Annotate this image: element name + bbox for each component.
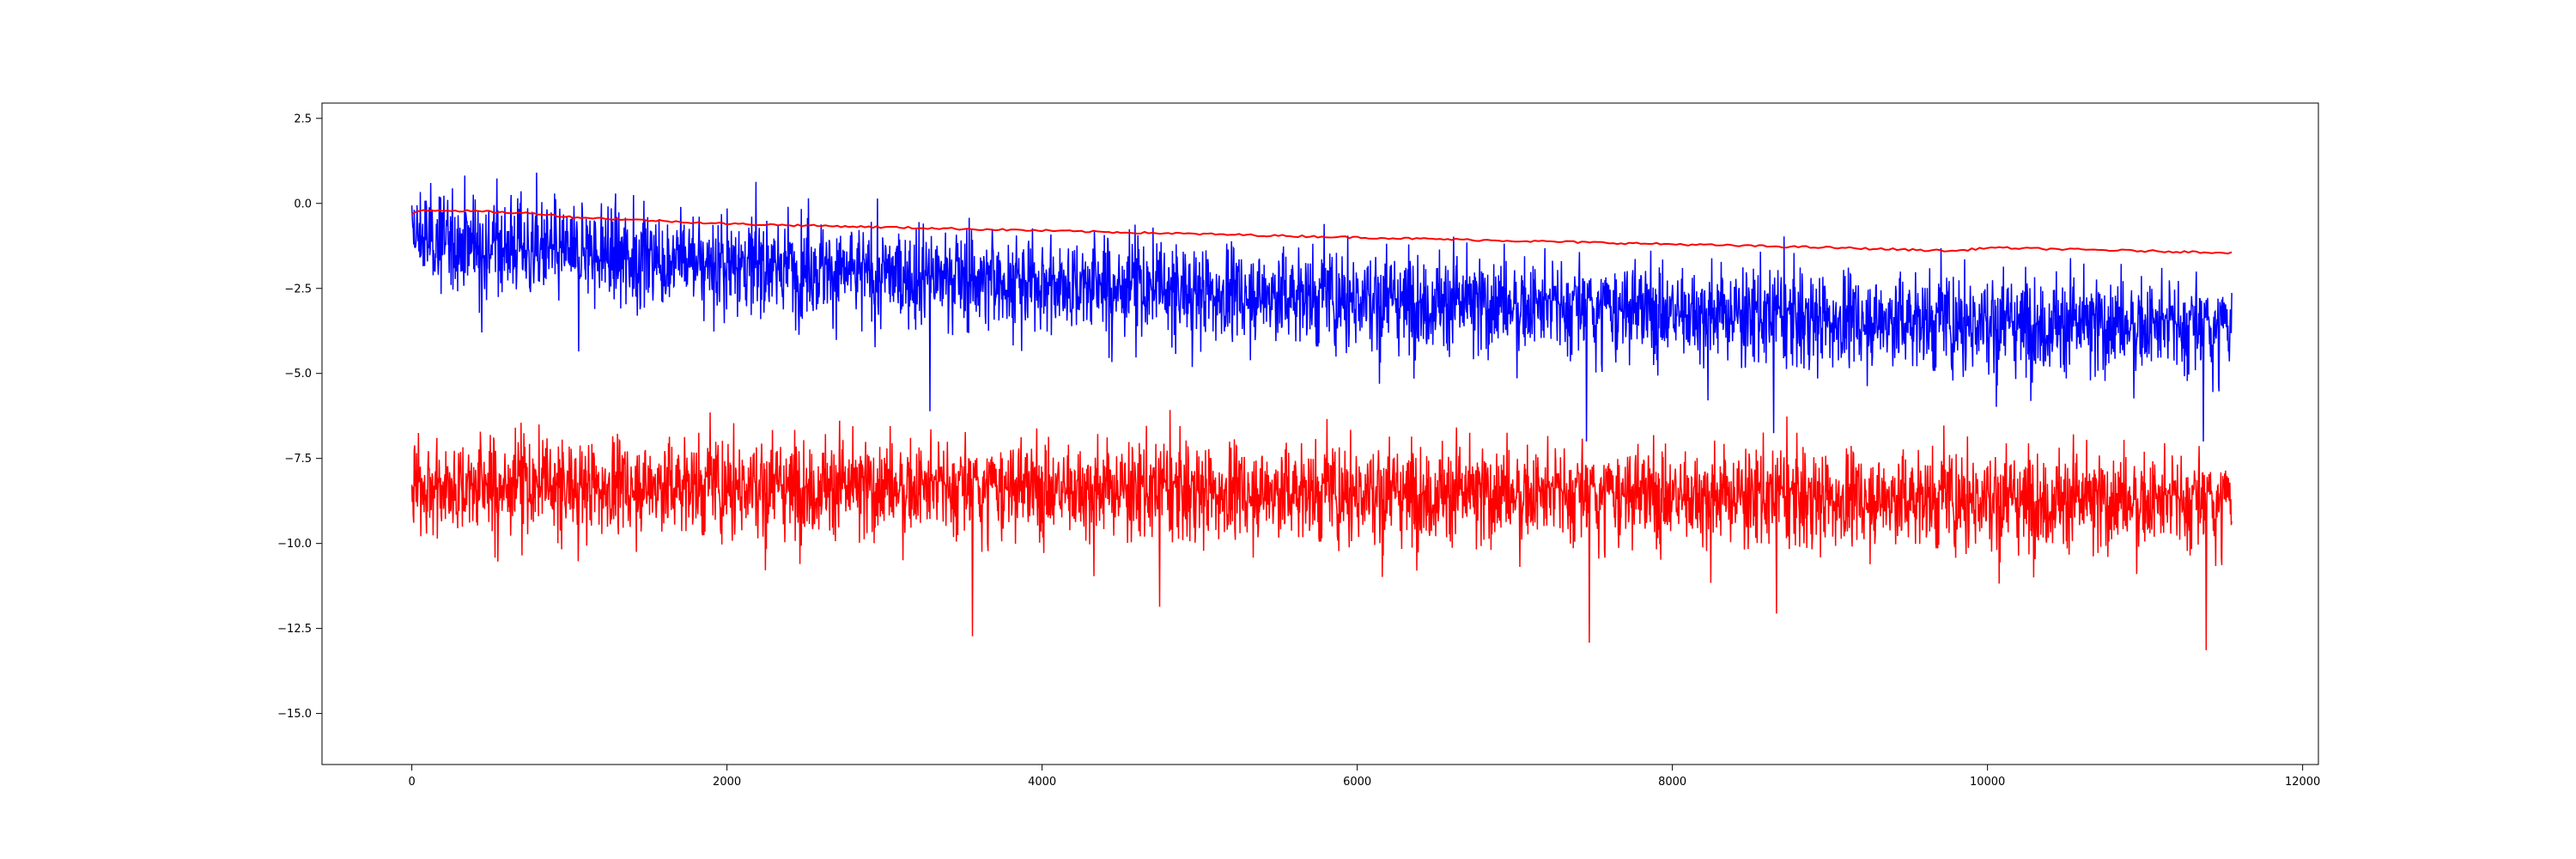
plot-frame	[321, 102, 2319, 765]
y-tick-label: −5.0	[284, 368, 312, 381]
x-tick-label: 2000	[713, 776, 741, 789]
series-line-2	[411, 209, 2233, 255]
plot-background	[322, 103, 2318, 765]
series-line-3	[410, 410, 2233, 650]
y-axis: 2.5 0.0 −2.5 −5.0 −7.5 −10.0 −12.5 −15.0	[277, 113, 322, 721]
x-tick-label: 6000	[1343, 776, 1371, 789]
y-tick-label: 2.5	[294, 113, 312, 125]
y-tick-label: −10.0	[277, 538, 312, 551]
x-tick-label: 0	[408, 776, 415, 789]
x-axis: 0 2000 4000 6000 8000 10000 12000	[408, 765, 2320, 789]
x-tick-label: 8000	[1658, 776, 1686, 789]
series-layer	[410, 172, 2233, 650]
y-tick-label: 0.0	[294, 198, 312, 210]
y-tick-label: −2.5	[284, 283, 312, 295]
x-tick-label: 10000	[1970, 776, 2005, 789]
y-tick-label: −12.5	[277, 623, 312, 636]
series-line-1	[410, 172, 2233, 442]
x-tick-label: 4000	[1028, 776, 1056, 789]
y-tick-label: −7.5	[284, 453, 312, 466]
x-tick-label: 12000	[2285, 776, 2320, 789]
y-tick-label: −15.0	[277, 708, 312, 721]
